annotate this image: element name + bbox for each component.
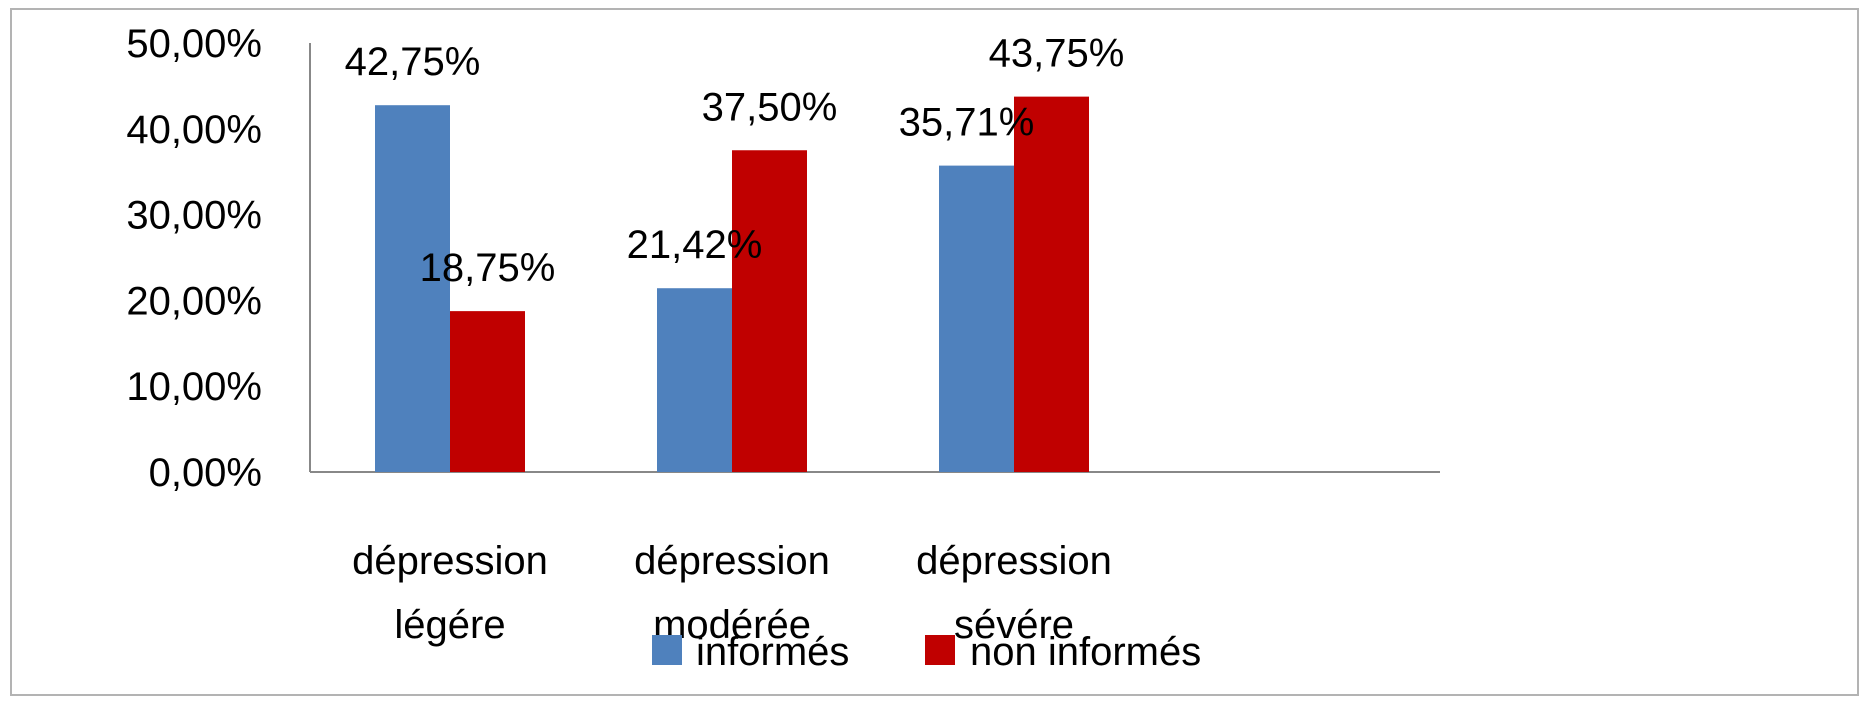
bar-informes-3 (939, 165, 1014, 472)
x-category-label: dépression (634, 539, 830, 583)
chart-frame (10, 8, 1859, 696)
data-label: 43,75% (989, 32, 1125, 76)
bar-non-informes-1 (450, 311, 525, 472)
x-category-label: sévére (954, 603, 1074, 647)
legend-label: non informés (970, 630, 1201, 674)
y-tick-label: 50,00% (126, 22, 262, 66)
x-category-label: légére (394, 603, 505, 647)
bar-informes-2 (657, 288, 732, 472)
y-tick-label: 20,00% (126, 279, 262, 323)
legend-label: informés (696, 630, 849, 674)
data-labels: 42,75% 21,42% 35,71% 18,75% 37,50% 43,75% (345, 32, 1125, 291)
bars (375, 96, 1089, 472)
legend-swatch (925, 635, 955, 665)
bar-informes-1 (375, 105, 450, 472)
y-tick-label: 40,00% (126, 108, 262, 152)
y-tick-label: 0,00% (149, 451, 262, 495)
legend: informés non informés (652, 630, 1201, 674)
x-category-label: dépression (916, 539, 1112, 583)
bar-non-informes-2 (732, 150, 807, 472)
data-label: 18,75% (420, 246, 556, 290)
data-label: 21,42% (627, 223, 763, 267)
data-label: 37,50% (702, 85, 838, 129)
axes: 0,00% 10,00% 20,00% 30,00% 40,00% 50,00% dépre… (126, 22, 1440, 647)
y-tick-label: 10,00% (126, 365, 262, 409)
data-label: 42,75% (345, 40, 481, 84)
legend-swatch (652, 635, 682, 665)
data-label: 35,71% (899, 101, 1035, 145)
bar-non-informes-3 (1014, 96, 1089, 472)
x-category-label: dépression (352, 539, 548, 583)
y-tick-label: 30,00% (126, 194, 262, 238)
